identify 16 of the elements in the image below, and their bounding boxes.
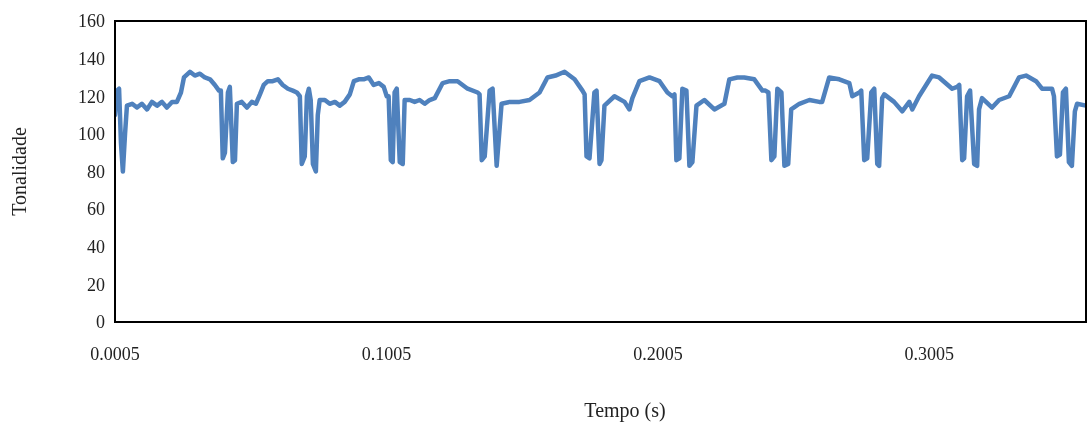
y-tick-label: 60 bbox=[87, 199, 105, 220]
y-tick-label: 140 bbox=[78, 48, 105, 69]
x-tick-label: 0.3005 bbox=[904, 344, 955, 364]
y-tick-label: 100 bbox=[78, 124, 105, 145]
y-tick-label: 160 bbox=[78, 11, 105, 32]
x-axis-title: Tempo (s) bbox=[584, 399, 666, 422]
y-tick-label: 20 bbox=[87, 274, 105, 295]
x-tick-label: 0.0005 bbox=[90, 344, 140, 364]
y-tick-label: 80 bbox=[87, 161, 105, 182]
y-tick-label: 40 bbox=[87, 237, 105, 258]
x-tick-label: 0.1005 bbox=[361, 344, 412, 364]
y-axis-title: Tonalidade bbox=[8, 127, 30, 216]
y-tick-label: 0 bbox=[96, 312, 105, 333]
line-series bbox=[115, 69, 1087, 174]
x-tick-label: 0.2005 bbox=[633, 344, 683, 364]
y-tick-label: 120 bbox=[78, 86, 105, 107]
